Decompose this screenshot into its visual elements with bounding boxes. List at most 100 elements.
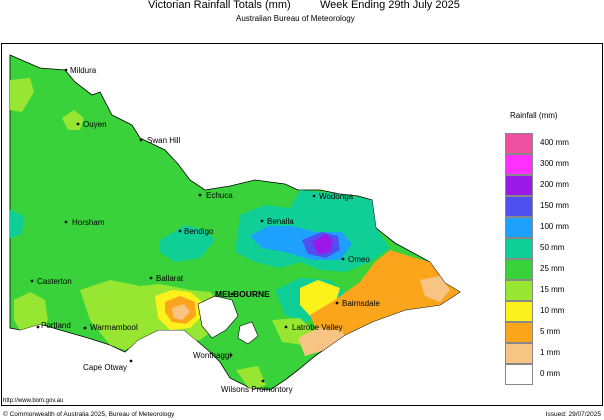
legend-item-25mm: 25 mm <box>505 259 600 280</box>
town-label-latrobe-valley: Latrobe Valley <box>292 323 343 332</box>
legend-swatch <box>505 217 533 238</box>
rainfall-zone-50mm-west <box>10 210 24 238</box>
victoria-rainfall-map: Mildura Ouyen Swan Hill Echuca Wodonga B… <box>9 54 461 394</box>
town-dot-mildura <box>64 68 68 72</box>
rainfall-zone-50mm-northeast <box>235 190 390 272</box>
legend-swatch <box>505 154 533 175</box>
rainfall-zone-1mm-bass-coast <box>298 328 345 356</box>
town-label-wilsons-promontory: Wilsons Promontory <box>221 385 293 394</box>
rainfall-zone-15mm-portland <box>14 292 48 334</box>
town-label-bendigo: Bendigo <box>184 227 214 236</box>
map-header: Victorian Rainfall Totals (mm) Week Endi… <box>0 0 604 42</box>
legend-item-1mm: 1 mm <box>505 343 600 364</box>
town-dot-omeo <box>341 257 345 261</box>
town-label-ouyen: Ouyen <box>83 120 107 129</box>
legend-item-50mm: 50 mm <box>505 238 600 259</box>
legend-swatch <box>505 259 533 280</box>
legend-swatch <box>505 322 533 343</box>
town-label-casterton: Casterton <box>37 277 72 286</box>
legend-item-200mm: 200 mm <box>505 175 600 196</box>
legend-swatch <box>505 280 533 301</box>
legend-label: 150 mm <box>540 201 569 210</box>
map-period: Week Ending 29th July 2025 <box>320 0 460 11</box>
legend-item-10mm: 10 mm <box>505 301 600 322</box>
legend-swatch <box>505 364 533 385</box>
rainfall-zone-10mm-east <box>300 280 340 318</box>
town-dot-swan-hill <box>139 138 143 142</box>
rainfall-zone-200mm <box>312 234 333 254</box>
legend-label: 5 mm <box>540 327 560 336</box>
legend-swatch <box>505 343 533 364</box>
legend-label: 200 mm <box>540 180 569 189</box>
town-dot-portland <box>36 325 40 329</box>
legend-item-5mm: 5 mm <box>505 322 600 343</box>
legend-item-100mm: 100 mm <box>505 217 600 238</box>
town-label-warrnambool: Warrnambool <box>90 323 138 332</box>
town-dot-bairnsdale <box>335 301 339 305</box>
legend-label: 1 mm <box>540 348 560 357</box>
town-dot-echuca <box>198 193 202 197</box>
rainfall-zone-1mm-lakes <box>420 276 450 302</box>
map-footer: © Commonwealth of Australia 2025, Bureau… <box>0 410 604 420</box>
legend-item-150mm: 150 mm <box>505 196 600 217</box>
town-dot-warrnambool <box>83 326 87 330</box>
town-label-ballarat: Ballarat <box>156 274 184 283</box>
town-dot-ouyen <box>76 122 80 126</box>
legend-label: 0 mm <box>540 369 560 378</box>
map-subtitle: Australian Bureau of Meteorology <box>236 14 355 23</box>
legend-swatch <box>505 133 533 154</box>
legend-label: 25 mm <box>540 264 565 273</box>
port-phillip-bay <box>197 295 239 339</box>
copyright-notice: © Commonwealth of Australia 2025, Bureau… <box>3 411 175 418</box>
legend-swatch <box>505 301 533 322</box>
legend-item-300mm: 300 mm <box>505 154 600 175</box>
western-port <box>237 321 259 345</box>
legend-swatch <box>505 196 533 217</box>
rainfall-zone-1mm-geelong <box>172 304 190 320</box>
legend-label: 400 mm <box>540 138 569 147</box>
town-label-portland: Portland <box>41 321 71 330</box>
rainfall-zone-5mm-east-gippsland <box>310 250 460 338</box>
town-label-horsham: Horsham <box>72 218 105 227</box>
town-label-melbourne: MELBOURNE <box>215 289 270 299</box>
town-label-swan-hill: Swan Hill <box>147 136 181 145</box>
rainfall-zone-50mm-central <box>160 225 215 262</box>
town-markers <box>30 68 345 383</box>
map-frame: Mildura Ouyen Swan Hill Echuca Wodonga B… <box>1 43 603 406</box>
legend-item-0mm: 0 mm <box>505 364 600 385</box>
legend-label: 300 mm <box>540 159 569 168</box>
town-label-wodonga: Wodonga <box>319 192 354 201</box>
town-dot-latrobe-valley <box>284 325 288 329</box>
town-label-omeo: Omeo <box>348 255 370 264</box>
issued-date: Issued: 29/07/2025 <box>545 411 601 418</box>
legend-label: 100 mm <box>540 222 569 231</box>
town-label-bairnsdale: Bairnsdale <box>342 299 380 308</box>
rainfall-zone-15mm-north <box>10 78 34 112</box>
town-label-wonthaggi: Wonthaggi <box>193 351 231 360</box>
town-label-mildura: Mildura <box>70 66 97 75</box>
town-dot-wonthaggi <box>229 353 233 357</box>
town-labels: Mildura Ouyen Swan Hill Echuca Wodonga B… <box>37 66 380 394</box>
town-dot-casterton <box>30 279 34 283</box>
legend-item-400mm: 400 mm <box>505 133 600 154</box>
town-dot-melbourne <box>230 292 234 296</box>
town-dot-wilsons-promontory <box>261 379 265 383</box>
town-dot-bendigo <box>178 229 182 233</box>
town-label-cape-otway: Cape Otway <box>83 363 127 372</box>
legend-label: 15 mm <box>540 285 565 294</box>
town-dot-ballarat <box>149 276 153 280</box>
legend-title: Rainfall (mm) <box>510 111 558 120</box>
town-dot-horsham <box>64 220 68 224</box>
town-dot-wodonga <box>312 194 316 198</box>
bom-url: http://www.bom.gov.au <box>3 398 64 404</box>
town-label-echuca: Echuca <box>206 191 233 200</box>
rainfall-zone-15mm-promontory <box>236 366 266 390</box>
legend-label: 10 mm <box>540 306 565 315</box>
legend-item-15mm: 15 mm <box>505 280 600 301</box>
map-title: Victorian Rainfall Totals (mm) <box>148 0 291 11</box>
town-dot-cape-otway <box>129 359 133 363</box>
legend-swatch <box>505 238 533 259</box>
town-dot-benalla <box>260 219 264 223</box>
legend-swatch <box>505 175 533 196</box>
legend-label: 50 mm <box>540 243 565 252</box>
